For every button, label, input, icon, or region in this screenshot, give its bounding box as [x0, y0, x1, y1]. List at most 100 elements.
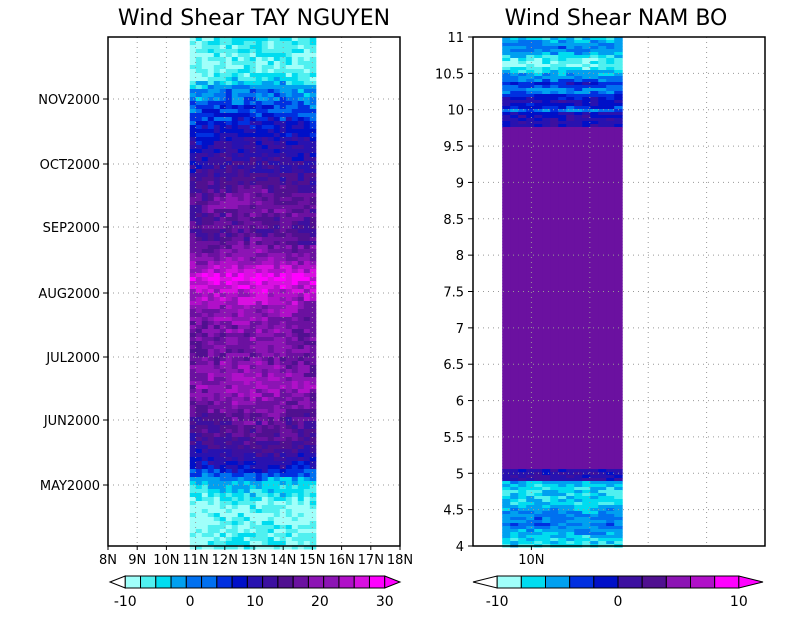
heatmap-cell: [309, 233, 317, 238]
heatmap-cell: [297, 209, 305, 214]
heatmap-cell: [273, 541, 281, 546]
heatmap-cell: [279, 61, 287, 66]
heatmap-cell: [550, 166, 559, 170]
heatmap-cell: [267, 265, 275, 270]
heatmap-cell: [550, 127, 559, 131]
heatmap-cell: [201, 469, 209, 474]
heatmap-cell: [225, 393, 233, 398]
heatmap-cell: [273, 77, 281, 82]
heatmap-cell: [273, 513, 281, 518]
heatmap-cell: [267, 533, 275, 538]
heatmap-cell: [598, 103, 607, 107]
heatmap-cell: [261, 229, 269, 234]
heatmap-cell: [267, 313, 275, 318]
heatmap-cell: [219, 209, 227, 214]
heatmap-cell: [255, 385, 263, 390]
heatmap-cell: [566, 355, 575, 359]
heatmap-cell: [510, 433, 519, 437]
heatmap-cell: [249, 429, 257, 434]
heatmap-cell: [207, 169, 215, 174]
heatmap-cell: [249, 377, 257, 382]
heatmap-cell: [255, 429, 263, 434]
heatmap-cell: [243, 113, 251, 118]
heatmap-cell: [261, 141, 269, 146]
heatmap-cell: [534, 361, 543, 365]
heatmap-cell: [502, 151, 511, 155]
heatmap-cell: [255, 341, 263, 346]
heatmap-cell: [574, 322, 583, 326]
heatmap-cell: [550, 355, 559, 359]
heatmap-cell: [502, 409, 511, 413]
heatmap-cell: [249, 193, 257, 198]
heatmap-cell: [526, 298, 535, 302]
heatmap-cell: [195, 169, 203, 174]
heatmap-cell: [267, 89, 275, 94]
heatmap-cell: [606, 301, 615, 305]
heatmap-cell: [249, 433, 257, 438]
heatmap-cell: [279, 209, 287, 214]
heatmap-cell: [201, 501, 209, 506]
heatmap-cell: [267, 61, 275, 66]
heatmap-cell: [273, 221, 281, 226]
heatmap-cell: [291, 277, 299, 282]
heatmap-cell: [590, 280, 599, 284]
heatmap-cell: [574, 106, 583, 110]
heatmap-cell: [590, 55, 599, 59]
heatmap-cell: [518, 52, 527, 56]
heatmap-cell: [285, 405, 293, 410]
heatmap-cell: [285, 401, 293, 406]
heatmap-cell: [195, 121, 203, 126]
heatmap-cell: [279, 473, 287, 478]
heatmap-cell: [207, 77, 215, 82]
heatmap-cell: [225, 289, 233, 294]
heatmap-cell: [590, 172, 599, 176]
heatmap-cell: [225, 229, 233, 234]
heatmap-cell: [261, 509, 269, 514]
heatmap-cell: [590, 88, 599, 92]
heatmap-cell: [606, 295, 615, 299]
heatmap-cell: [267, 233, 275, 238]
heatmap-cell: [231, 293, 239, 298]
heatmap-cell: [225, 521, 233, 526]
heatmap-cell: [566, 454, 575, 458]
heatmap-cell: [279, 281, 287, 286]
heatmap-cell: [550, 376, 559, 380]
heatmap-cell: [309, 253, 317, 258]
heatmap-cell: [518, 115, 527, 119]
heatmap-cell: [219, 457, 227, 462]
heatmap-cell: [614, 421, 623, 425]
heatmap-cell: [291, 97, 299, 102]
heatmap-cell: [598, 304, 607, 308]
heatmap-cell: [273, 89, 281, 94]
x-tick-label: 9N: [128, 553, 146, 568]
heatmap-cell: [518, 229, 527, 233]
heatmap-cell: [249, 77, 257, 82]
heatmap-cell: [291, 357, 299, 362]
heatmap-cell: [510, 124, 519, 128]
heatmap-cell: [267, 469, 275, 474]
heatmap-cell: [195, 313, 203, 318]
heatmap-cell: [285, 473, 293, 478]
heatmap-cell: [189, 397, 197, 402]
heatmap-cell: [237, 257, 245, 262]
heatmap-cell: [249, 413, 257, 418]
heatmap-cell: [231, 217, 239, 222]
heatmap-cell: [291, 221, 299, 226]
heatmap-cell: [243, 341, 251, 346]
heatmap-cell: [255, 117, 263, 122]
heatmap-cell: [213, 397, 221, 402]
heatmap-cell: [582, 268, 591, 272]
heatmap-cell: [550, 253, 559, 257]
heatmap-cell: [309, 125, 317, 130]
heatmap-cell: [606, 475, 615, 479]
heatmap-cell: [225, 437, 233, 442]
heatmap-cell: [558, 361, 567, 365]
heatmap-cell: [566, 277, 575, 281]
heatmap-cell: [207, 233, 215, 238]
heatmap-cell: [225, 49, 233, 54]
heatmap-cell: [303, 453, 311, 458]
heatmap-cell: [590, 136, 599, 140]
heatmap-cell: [303, 109, 311, 114]
colorbar-tick-label: 10: [246, 594, 264, 610]
heatmap-cell: [255, 129, 263, 134]
